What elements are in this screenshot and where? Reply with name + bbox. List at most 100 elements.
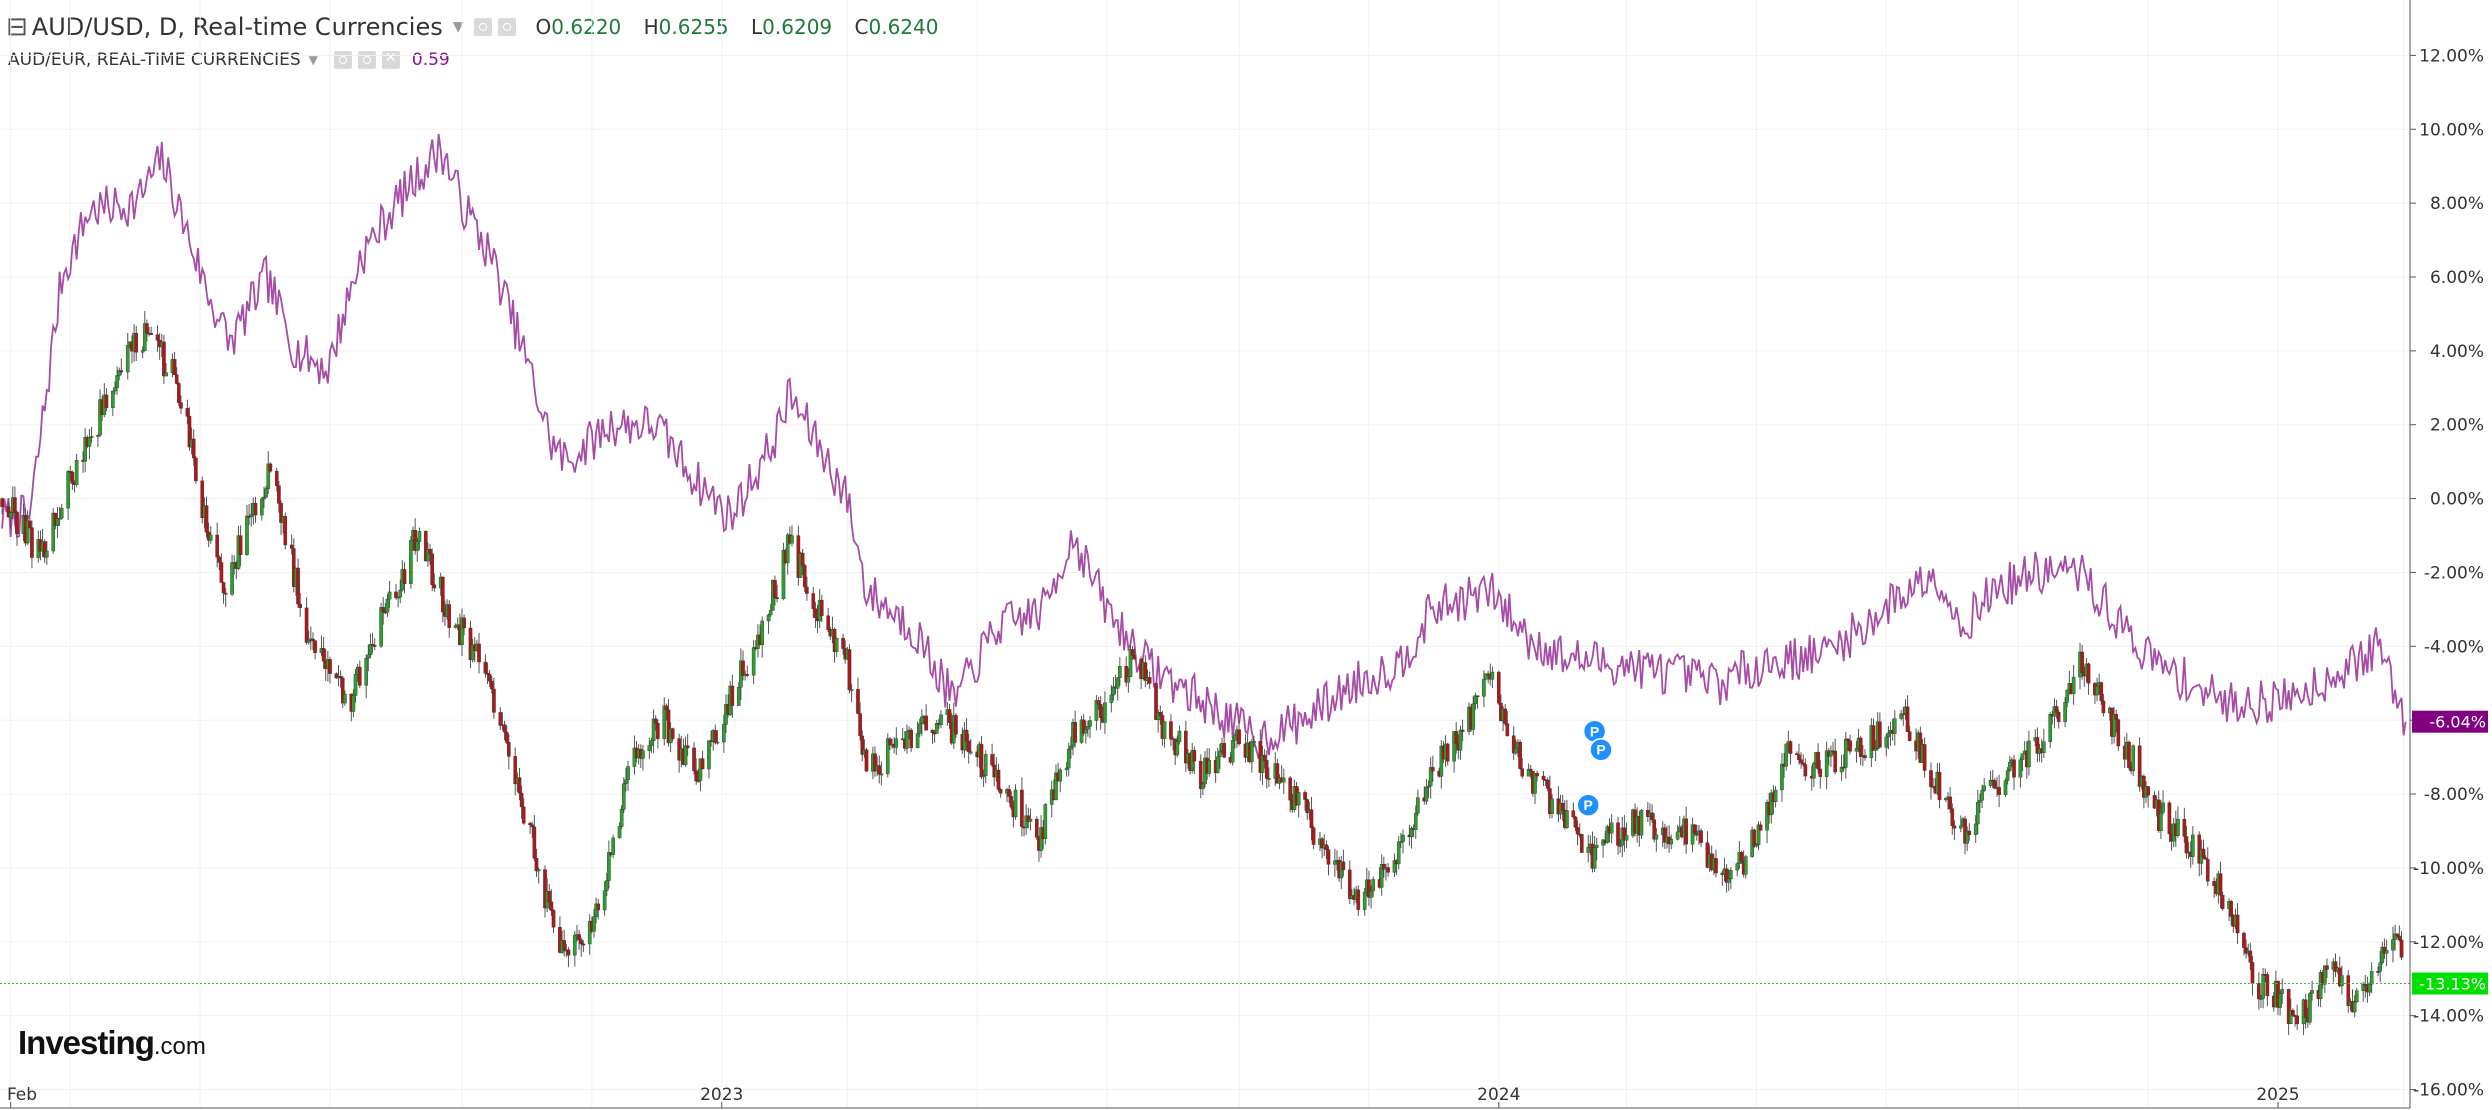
chevron-down-icon[interactable]: ▼ [308,53,318,67]
candle [1039,815,1043,858]
y-tick-label: -12.00% [2413,933,2484,953]
candle [1571,802,1576,819]
candle [1801,754,1806,767]
candle [1311,825,1316,850]
candle [617,822,622,839]
investing-logo[interactable]: Investing.com [18,1024,206,1062]
candle [304,597,309,645]
candle [2116,718,2121,751]
format-icon[interactable] [497,18,516,36]
candle [149,326,153,336]
candle [2280,978,2285,1005]
candle [607,840,611,889]
candle [1863,749,1867,761]
annotation-marker[interactable]: P [1582,719,1607,744]
annotation-marker[interactable]: P [1589,737,1613,762]
candle [2027,730,2031,776]
candle [59,504,64,520]
candle [279,500,283,535]
candle [1482,670,1486,708]
candle [185,399,190,425]
candle [1973,815,1978,843]
candle [954,712,958,739]
candle [1111,676,1116,701]
chevron-down-icon[interactable]: ▼ [452,19,464,35]
candle [1303,789,1307,811]
candle [1009,791,1014,810]
y-tick-label: 8.00% [2430,194,2484,214]
candle [1756,821,1761,851]
candle [1618,839,1622,853]
candle [1980,784,1984,809]
candle [498,707,503,730]
candle [2303,993,2308,1029]
candle [219,553,224,583]
candle [338,670,343,688]
candle [1147,671,1152,689]
candle [1169,714,1173,747]
candle [313,640,317,660]
candle [1803,758,1808,781]
annotation-marker[interactable]: P [1576,793,1600,817]
candle [260,497,264,521]
candle [2003,778,2008,798]
y-tick-label: 12.00% [2419,46,2484,66]
candle [2242,931,2246,956]
candle [1573,816,1578,831]
candle [990,743,994,767]
candle [1616,816,1620,856]
candle [811,586,816,619]
candle [964,718,969,752]
candle [179,395,183,414]
candle [1993,777,1997,790]
candle [2201,839,2206,860]
candle [1948,786,1952,813]
candle [670,727,675,742]
candle [6,501,11,518]
candle [666,699,671,747]
candle [1320,836,1324,859]
candle [430,548,434,592]
candle [602,881,607,916]
collapse-icon[interactable]: ⊟ [6,12,28,42]
y-tick-label: 0.00% [2430,490,2484,510]
candle [274,467,279,492]
candle [2071,664,2076,705]
annotations[interactable]: PPP [1576,719,1613,817]
candle [0,497,4,515]
candle [2005,767,2010,785]
candle [1401,829,1405,854]
candle [594,897,598,924]
candle [966,734,971,764]
candle [722,714,726,753]
candle [13,486,17,521]
candle [864,747,869,772]
y-tick-label: 4.00% [2430,342,2484,362]
candle [1086,720,1090,737]
candle [894,727,899,755]
candle [2063,696,2067,728]
candle [1026,807,1031,829]
y-tick-label: -2.00% [2424,563,2484,583]
candle [1575,820,1580,846]
candle [730,674,735,718]
candle [1669,834,1674,850]
candle [1652,813,1657,843]
candle [1431,755,1435,782]
candle [1526,763,1531,777]
candle [773,575,777,606]
candle [2218,861,2223,908]
candle [25,510,30,546]
candle [662,697,667,746]
candle [513,747,518,796]
candle [519,785,524,819]
high-value: 0.6255 [658,15,729,39]
candle [1858,736,1863,766]
settings-icon[interactable] [473,18,492,36]
candle [298,592,302,617]
candle [849,683,854,703]
candle [2378,950,2382,983]
candle [1445,742,1450,766]
candle [1739,850,1744,864]
